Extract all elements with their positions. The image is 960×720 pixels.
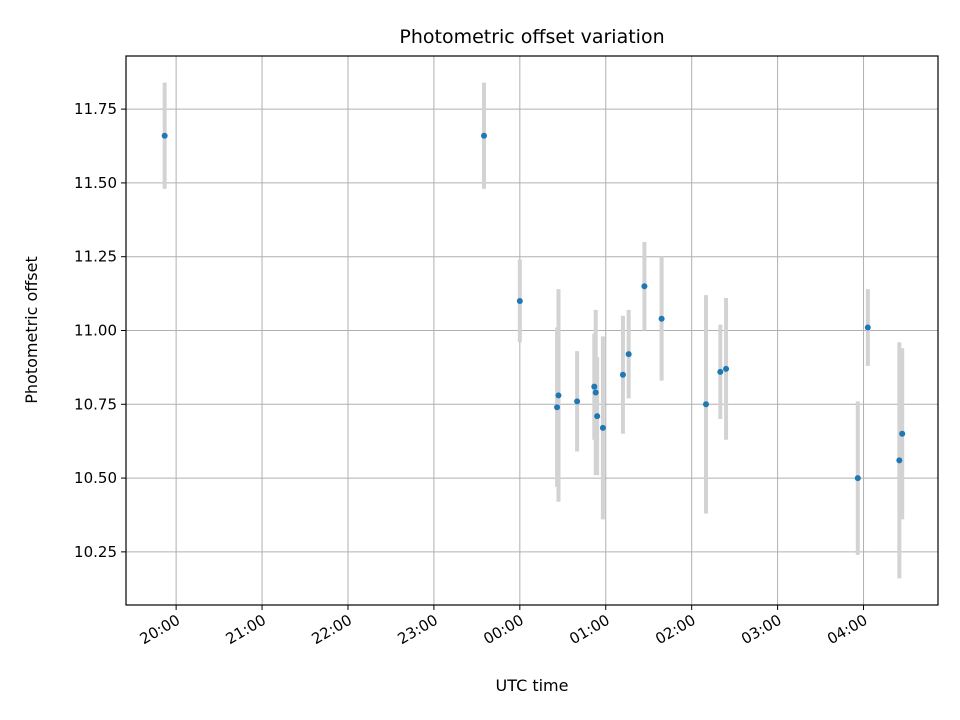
data-point xyxy=(554,404,561,411)
y-tick-label: 10.50 xyxy=(74,469,117,487)
y-tick-label: 11.25 xyxy=(74,248,117,266)
data-point xyxy=(723,365,730,372)
data-point xyxy=(896,457,903,464)
data-point xyxy=(516,297,523,304)
data-point xyxy=(481,132,488,139)
y-tick-label: 11.50 xyxy=(74,174,117,192)
data-point xyxy=(574,398,581,405)
x-axis-label: UTC time xyxy=(496,676,569,695)
data-point xyxy=(619,371,626,378)
data-point xyxy=(625,351,632,358)
y-tick-label: 10.75 xyxy=(74,395,117,413)
y-tick-label: 11.00 xyxy=(74,322,117,340)
data-point xyxy=(641,283,648,290)
data-point xyxy=(591,383,598,390)
data-point xyxy=(864,324,871,331)
y-tick-label: 11.75 xyxy=(74,100,117,118)
y-tick-label: 10.25 xyxy=(74,543,117,561)
data-point xyxy=(594,413,601,420)
data-point xyxy=(854,475,861,482)
data-point xyxy=(555,392,562,399)
y-axis-label: Photometric offset xyxy=(22,256,41,404)
data-point xyxy=(658,315,665,322)
chart-title: Photometric offset variation xyxy=(399,26,664,48)
data-point xyxy=(703,401,709,408)
data-point xyxy=(161,132,168,139)
data-point xyxy=(592,389,599,396)
data-point xyxy=(899,430,906,437)
data-point xyxy=(717,368,724,375)
data-point xyxy=(599,424,606,431)
point-layer xyxy=(161,132,906,482)
